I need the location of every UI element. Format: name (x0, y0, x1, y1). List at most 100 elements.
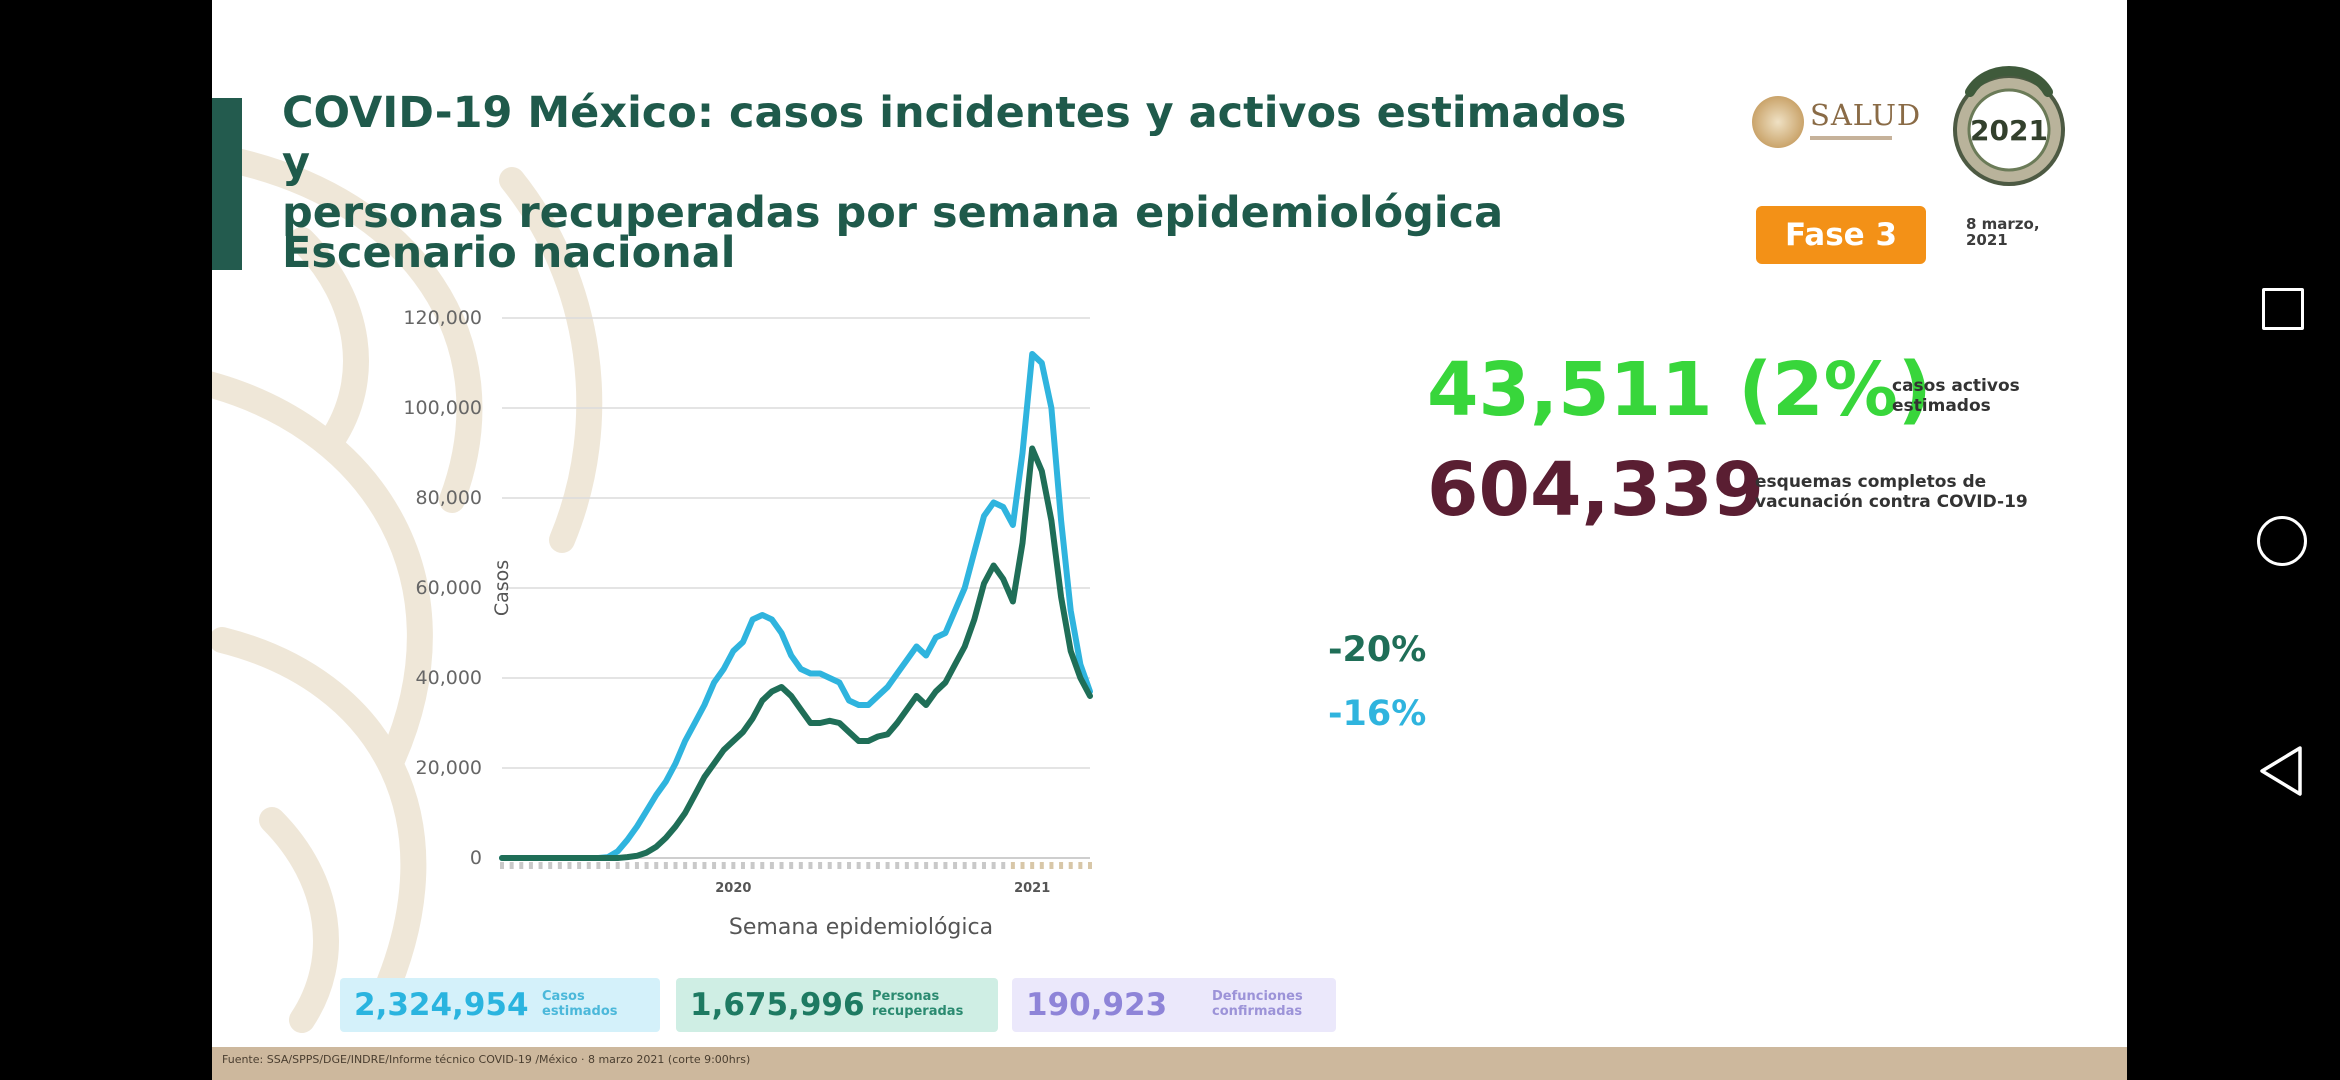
x-tick-mark (731, 862, 736, 869)
accent-bar (212, 98, 242, 270)
svg-text:2021: 2021 (1970, 114, 2048, 147)
date-note: 8 marzo, 2021 (1966, 216, 2086, 248)
x-tick-mark (904, 862, 909, 869)
total-deaths-label: Defunciones confirmadas (1212, 989, 1303, 1019)
x-tick-mark (567, 862, 572, 869)
y-tick-label: 0 (470, 847, 482, 869)
x-axis-label: Semana epidemiológica (729, 915, 993, 940)
footer-bar (212, 1047, 2127, 1080)
y-axis-label: Casos (491, 560, 513, 616)
series-line-recovered (499, 445, 1093, 861)
x-tick-mark (798, 862, 803, 869)
x-tick-mark (1020, 862, 1025, 869)
total-deaths-label-1: Defunciones (1212, 989, 1303, 1004)
x-tick-mark (634, 862, 639, 869)
total-recovered-value: 1,675,996 (690, 987, 865, 1023)
x-tick-mark (943, 862, 948, 869)
x-tick-mark (528, 862, 533, 869)
x-tick-mark (644, 862, 649, 869)
total-recovered-label-2: recuperadas (872, 1004, 964, 1019)
total-cases-value: 2,324,954 (354, 987, 529, 1023)
2021-commemorative-logo-icon: 2021 (1953, 66, 2065, 186)
x-tick-mark (981, 862, 986, 869)
total-deaths-box: 190,923 Defunciones confirmadas (1012, 978, 1336, 1032)
x-tick-mark (683, 862, 688, 869)
x-tick-mark (953, 862, 958, 869)
x-tick-mark (712, 862, 717, 869)
x-tick-mark (847, 862, 852, 869)
y-tick-label: 80,000 (416, 487, 482, 509)
active-cases-label: casos activos estimados (1892, 376, 2072, 416)
x-tick-mark (692, 862, 697, 869)
salud-logo-text: SALUD (1810, 98, 1922, 132)
year-label-2020: 2020 (715, 881, 751, 896)
x-tick-mark (740, 862, 745, 869)
chart-series (499, 351, 1093, 861)
slide-subtitle: Escenario nacional (282, 228, 736, 278)
back-arrow-icon (2260, 746, 2302, 796)
x-tick-mark (991, 862, 996, 869)
x-tick-mark (875, 862, 880, 869)
total-cases-label-2: estimados (542, 1004, 618, 1019)
x-tick-mark (1059, 862, 1064, 869)
x-tick-mark (615, 862, 620, 869)
x-tick-mark (750, 862, 755, 869)
x-tick-mark (509, 862, 514, 869)
x-tick-mark (538, 862, 543, 869)
total-deaths-label-2: confirmadas (1212, 1004, 1303, 1019)
y-tick-label: 40,000 (416, 667, 482, 689)
vaccination-value: 604,339 (1427, 447, 1765, 533)
active-label-line-1: casos activos (1892, 376, 2020, 396)
x-tick-mark (625, 862, 630, 869)
salud-logo-rule (1810, 136, 1892, 140)
x-tick-mark (837, 862, 842, 869)
back-button[interactable] (2256, 744, 2308, 798)
x-tick-mark (721, 862, 726, 869)
total-recovered-box: 1,675,996 Personas recuperadas (676, 978, 998, 1032)
salud-logo: SALUD (1752, 92, 1920, 156)
x-tick-mark (654, 862, 659, 869)
total-recovered-label: Personas recuperadas (872, 989, 963, 1019)
x-tick-mark (596, 862, 601, 869)
x-tick-mark (606, 862, 611, 869)
x-tick-mark (1030, 862, 1035, 869)
total-deaths-value: 190,923 (1026, 987, 1168, 1023)
active-cases-value: 43,511 (2%) (1427, 347, 1932, 433)
total-cases-label: Casos estimados (542, 989, 622, 1019)
slide-title: COVID-19 México: casos incidentes y acti… (282, 88, 1632, 238)
x-tick-mark (866, 862, 871, 869)
fase-badge: Fase 3 (1756, 206, 1926, 264)
date-line-1: 8 marzo, (1966, 215, 2040, 233)
series-line-estimated-cases (499, 351, 1093, 861)
x-tick-mark (818, 862, 823, 869)
recovered-change-percent: -20% (1328, 630, 1427, 670)
android-navigation-bar (2127, 0, 2340, 1080)
home-button[interactable] (2257, 516, 2307, 566)
x-tick-mark (760, 862, 765, 869)
total-cases-box: 2,324,954 Casos estimados (340, 978, 660, 1032)
x-tick-mark (577, 862, 582, 869)
x-tick-mark (914, 862, 919, 869)
recent-apps-button[interactable] (2262, 288, 2304, 330)
slide: COVID-19 México: casos incidentes y acti… (212, 0, 2127, 1080)
x-tick-mark (1068, 862, 1073, 869)
x-tick-mark (500, 862, 504, 869)
x-tick-mark (827, 862, 832, 869)
x-tick-mark (702, 862, 707, 869)
x-tick-mark (895, 862, 900, 869)
chart-grid (502, 317, 1090, 859)
x-tick-mark (557, 862, 562, 869)
date-line-2: 2021 (1966, 231, 2008, 249)
title-line-1: COVID-19 México: casos incidentes y acti… (282, 88, 1627, 188)
active-label-line-2: estimados (1892, 396, 1991, 416)
source-note: Fuente: SSA/SPPS/DGE/INDRE/Informe técni… (222, 1053, 751, 1066)
x-tick-mark (1039, 862, 1044, 869)
x-tick-mark (519, 862, 524, 869)
title-line-2: personas recuperadas por semana epidemio… (282, 188, 1504, 238)
mexico-seal-icon (1752, 96, 1804, 148)
x-tick-mark (769, 862, 774, 869)
y-tick-label: 100,000 (403, 397, 482, 419)
x-tick-mark (962, 862, 967, 869)
x-tick-mark (1049, 862, 1054, 869)
x-tick-mark (933, 862, 938, 869)
